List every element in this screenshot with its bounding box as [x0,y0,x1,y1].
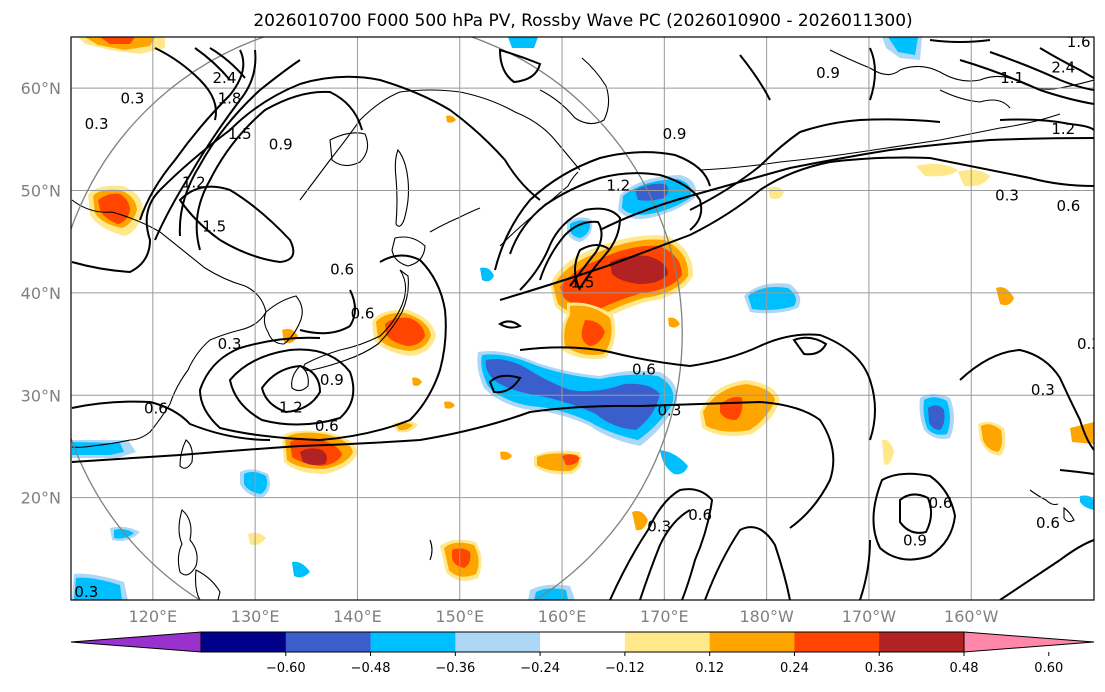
contour-label: 1.8 [218,89,242,107]
lon-tick-label: 180°W [739,607,794,626]
colorbar-segment [285,632,372,652]
colorbar-tick-label: −0.48 [351,661,391,676]
colorbar-frame [200,631,965,653]
contour-label: 0.9 [903,532,927,550]
contour-label: 1.2 [182,173,206,191]
contour-label: 1.1 [1000,69,1024,87]
contour-label: 1.5 [571,274,595,292]
contour-label: 0.6 [330,260,354,278]
colorbar-extend-high [963,631,1095,653]
contour-label: 0.6 [144,400,168,418]
contour-label: 0.3 [995,187,1019,205]
lon-tick-label: 160°E [538,607,587,626]
colorbar-segment [794,632,880,652]
contour-label: 0.6 [315,417,339,435]
contour-label: 0.6 [1056,197,1080,215]
latitude-tick-labels: 60°N 50°N 40°N 30°N 20°N [21,79,61,507]
colorbar-tick-label: 0.48 [950,661,979,676]
colorbar-tick-label: −0.24 [520,661,560,676]
lat-tick-label: 60°N [21,79,61,98]
contour-label: 0.3 [647,517,671,535]
colorbar-tick-label: 0.24 [780,661,809,676]
colorbar-segment [624,632,711,652]
colorbar-tick-label: 0.36 [865,661,894,676]
contour-label: 0.6 [688,506,712,524]
lon-tick-label: 170°E [640,607,689,626]
contour-label: 1.2 [279,399,303,417]
colorbar-extend-low [70,631,202,653]
contour-label: 1.5 [202,217,226,235]
longitude-tick-labels: 120°E 130°E 140°E 150°E 160°E 170°E 180°W 170°W… [129,607,999,626]
lon-tick-label: 160°W [944,607,999,626]
contour-label: 0.6 [632,361,656,379]
contour-label: 0.3 [85,115,109,133]
lon-tick-label: 140°E [333,607,382,626]
colorbar-tick-label: −0.60 [266,661,306,676]
contour-label: 1.5 [228,125,252,143]
contour-label: 1.6 [1067,33,1091,51]
colorbar-segment [540,632,626,652]
contour-label: 2.4 [1051,59,1075,77]
colorbar-segment [455,632,541,652]
contour-label: 0.3 [658,402,682,420]
map-frame [70,36,1095,601]
contour-label: 2.4 [213,69,237,87]
colorbar-segment [370,632,456,652]
contour-label: 0.9 [269,135,293,153]
colorbar-tick-label: −0.36 [435,661,475,676]
colorbar-segment [201,632,287,652]
contour-label: 0.6 [1036,514,1060,532]
pv-contours [71,39,1094,600]
colorbar-tick-label: 0.60 [1034,661,1063,676]
lat-tick-label: 20°N [21,489,61,508]
lon-tick-label: 150°E [435,607,484,626]
contour-label: 1.2 [606,176,630,194]
lon-tick-label: 130°E [231,607,280,626]
coastlines [71,49,1094,600]
lat-tick-label: 30°N [21,386,61,405]
pv-contour-labels: 2.4 1.8 0.3 0.3 1.5 0.9 1.2 1.5 0.6 0.6 0.3 0.9 1.2 0… [74,33,1101,601]
contour-label: 0.6 [351,304,375,322]
colorbar: −0.60 −0.48 −0.36 −0.24 −0.12 0.12 0.24 0.36 0.4… [70,631,1095,676]
colorbar-segment [879,632,965,652]
lat-tick-label: 40°N [21,284,61,303]
lat-lon-grid [71,37,1094,600]
colorbar-tick-label: −0.12 [605,661,645,676]
lat-tick-label: 50°N [21,182,61,201]
contour-label: 0.3 [120,89,144,107]
contour-label: 1.2 [1051,120,1075,138]
contour-label: 0.9 [816,64,840,82]
contour-label: 0.6 [929,494,953,512]
contour-label: 0.3 [1031,381,1055,399]
focus-circle [71,37,683,600]
contour-label: 0.3 [1077,335,1101,353]
colorbar-tick-label: 0.12 [695,661,724,676]
contour-label: 0.3 [218,335,242,353]
pv-anomaly-shading [72,37,1094,600]
contour-label: 0.3 [74,583,98,601]
map-title: 2026010700 F000 500 hPa PV, Rossby Wave … [253,11,912,31]
contour-label: 0.9 [663,125,687,143]
contour-label: 0.9 [320,371,344,389]
lon-tick-label: 120°E [129,607,178,626]
colorbar-segment [709,632,795,652]
lon-tick-label: 170°W [842,607,897,626]
